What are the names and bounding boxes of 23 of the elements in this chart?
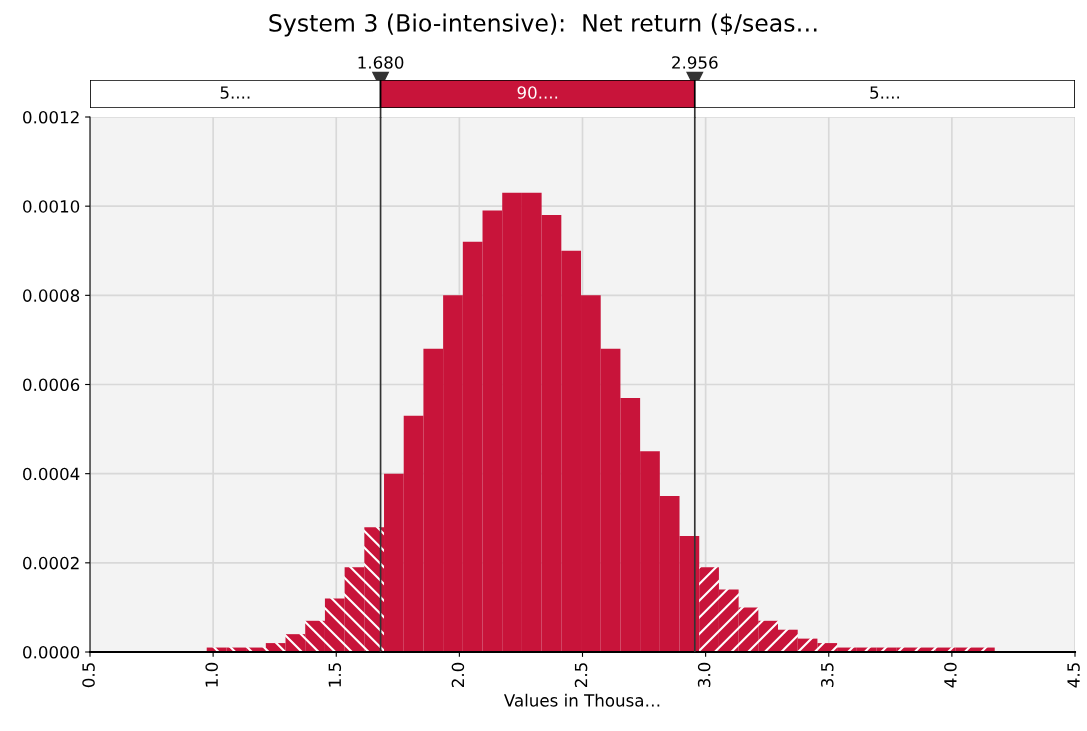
x-tick-label: 3.0: [697, 662, 711, 687]
y-tick-label: 0.0012: [23, 110, 79, 124]
x-tick-label: 1.0: [205, 662, 218, 687]
y-tick-label: 0.0010: [23, 200, 80, 213]
x-tick-label: 2.0: [451, 662, 465, 688]
ref-line-label: 2.956: [672, 56, 718, 69]
x-axis-title: Values in Thousa…: [503, 693, 660, 707]
y-tick-label: 0.0002: [23, 556, 79, 570]
x-tick-label: 3.5: [820, 663, 834, 687]
y-tick-label: 0.0008: [23, 289, 80, 302]
x-tick-label: 2.5: [574, 663, 588, 688]
ref-line-label: 1.680: [358, 56, 404, 69]
y-tick-label: 0.0006: [23, 378, 80, 392]
x-tick-label: 1.5: [328, 663, 342, 687]
y-tick-label: 0.0004: [23, 467, 80, 481]
text: 5....: [870, 86, 899, 99]
x-tick-label: 0.5: [82, 663, 95, 688]
x-tick-label: 4.0: [944, 662, 957, 688]
text: 5....: [220, 86, 250, 99]
chart-title: System 3 (Bio-intensive): Net return ($/seas…: [269, 13, 817, 37]
x-tick-label: 4.5: [1067, 663, 1080, 688]
y-tick-label: 0.0000: [23, 645, 80, 659]
text: 90....: [517, 86, 558, 99]
